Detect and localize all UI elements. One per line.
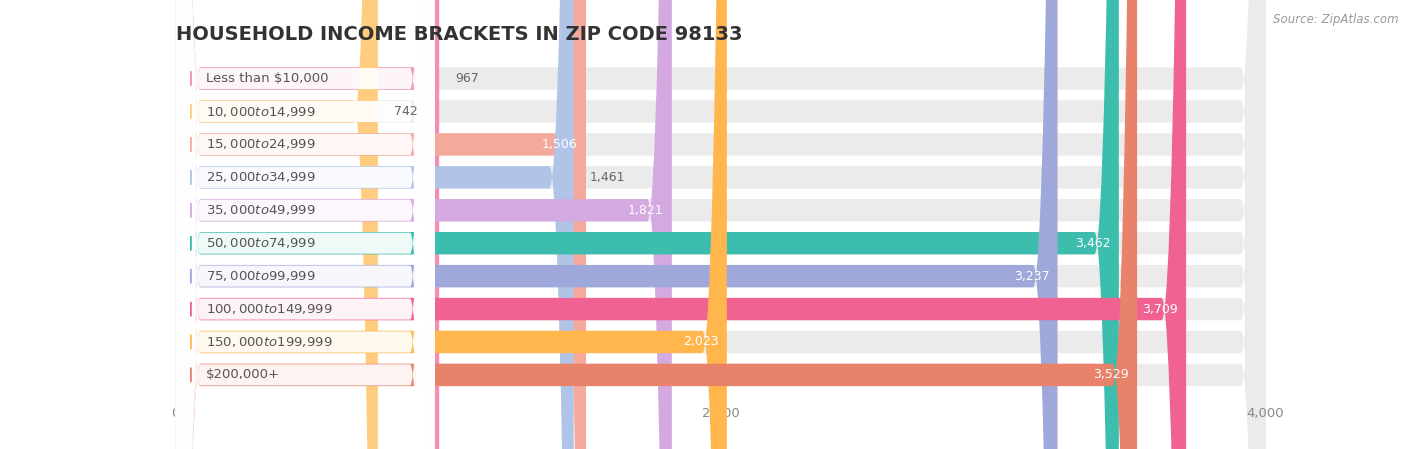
FancyBboxPatch shape	[176, 0, 1265, 449]
Text: $15,000 to $24,999: $15,000 to $24,999	[205, 137, 315, 151]
FancyBboxPatch shape	[176, 0, 1265, 449]
Text: $10,000 to $14,999: $10,000 to $14,999	[205, 105, 315, 119]
Text: 1,461: 1,461	[591, 171, 626, 184]
FancyBboxPatch shape	[176, 0, 1265, 449]
FancyBboxPatch shape	[176, 0, 586, 449]
Text: 2,023: 2,023	[683, 335, 718, 348]
Text: 1,506: 1,506	[543, 138, 578, 151]
Text: 3,709: 3,709	[1142, 303, 1178, 316]
FancyBboxPatch shape	[176, 0, 1265, 449]
Text: 1,821: 1,821	[628, 204, 664, 217]
FancyBboxPatch shape	[176, 0, 434, 449]
FancyBboxPatch shape	[176, 0, 434, 449]
Text: 967: 967	[456, 72, 479, 85]
FancyBboxPatch shape	[176, 0, 439, 449]
FancyBboxPatch shape	[176, 0, 434, 449]
FancyBboxPatch shape	[176, 0, 672, 449]
Text: $35,000 to $49,999: $35,000 to $49,999	[205, 203, 315, 217]
FancyBboxPatch shape	[176, 0, 434, 449]
FancyBboxPatch shape	[176, 0, 434, 449]
Text: $100,000 to $149,999: $100,000 to $149,999	[205, 302, 332, 316]
FancyBboxPatch shape	[176, 0, 434, 449]
FancyBboxPatch shape	[176, 0, 434, 449]
FancyBboxPatch shape	[176, 0, 434, 449]
Text: $150,000 to $199,999: $150,000 to $199,999	[205, 335, 332, 349]
FancyBboxPatch shape	[176, 0, 1265, 449]
FancyBboxPatch shape	[176, 0, 1265, 449]
FancyBboxPatch shape	[176, 0, 1265, 449]
Text: $75,000 to $99,999: $75,000 to $99,999	[205, 269, 315, 283]
FancyBboxPatch shape	[176, 0, 1265, 449]
FancyBboxPatch shape	[176, 0, 1057, 449]
Text: 742: 742	[394, 105, 418, 118]
Text: Source: ZipAtlas.com: Source: ZipAtlas.com	[1274, 13, 1399, 26]
Text: HOUSEHOLD INCOME BRACKETS IN ZIP CODE 98133: HOUSEHOLD INCOME BRACKETS IN ZIP CODE 98…	[176, 25, 742, 44]
Text: $200,000+: $200,000+	[205, 369, 280, 381]
Text: $50,000 to $74,999: $50,000 to $74,999	[205, 236, 315, 250]
FancyBboxPatch shape	[176, 0, 378, 449]
FancyBboxPatch shape	[176, 0, 434, 449]
FancyBboxPatch shape	[176, 0, 1137, 449]
FancyBboxPatch shape	[176, 0, 1265, 449]
FancyBboxPatch shape	[176, 0, 1119, 449]
Text: 3,237: 3,237	[1014, 270, 1049, 282]
Text: 3,462: 3,462	[1076, 237, 1111, 250]
FancyBboxPatch shape	[176, 0, 727, 449]
FancyBboxPatch shape	[176, 0, 434, 449]
Text: $25,000 to $34,999: $25,000 to $34,999	[205, 170, 315, 185]
Text: Less than $10,000: Less than $10,000	[205, 72, 328, 85]
FancyBboxPatch shape	[176, 0, 574, 449]
FancyBboxPatch shape	[176, 0, 1187, 449]
Text: 3,529: 3,529	[1094, 369, 1129, 381]
FancyBboxPatch shape	[176, 0, 1265, 449]
